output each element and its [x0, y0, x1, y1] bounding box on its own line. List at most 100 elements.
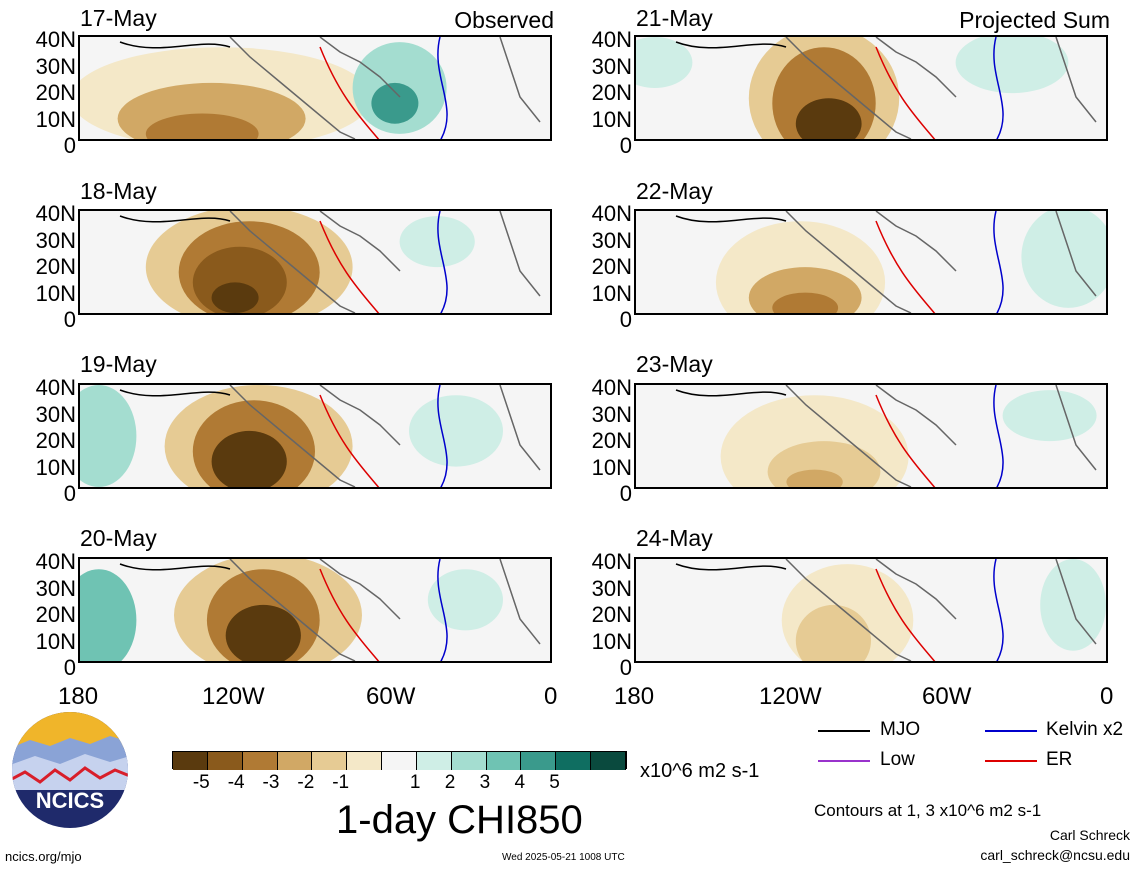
- lat-label: 20N: [35, 428, 76, 453]
- map-panel-22-may: [634, 209, 1108, 315]
- lon-label: 0: [544, 683, 558, 710]
- colorbar-cell: [556, 752, 592, 770]
- contour-line: [437, 385, 448, 487]
- colorbar-cell: [347, 752, 383, 770]
- colorbar-tick: -4: [227, 772, 245, 793]
- colorbar-cell: [242, 752, 278, 770]
- legend-line-kelvin: [985, 730, 1037, 732]
- lat-label: 40N: [35, 201, 76, 226]
- coastline: [229, 37, 541, 139]
- contour-line: [675, 389, 787, 397]
- colorbar-cell: [312, 752, 348, 770]
- coastline: [229, 211, 541, 313]
- colorbar-tick: 4: [514, 772, 526, 793]
- legend-line-er: [985, 760, 1037, 762]
- lat-label: 30N: [591, 53, 632, 79]
- contours-note: Contours at 1, 3 x10^6 m2 s-1: [814, 801, 1042, 820]
- contour-line: [119, 41, 231, 49]
- colorbar-tick: -5: [192, 772, 210, 793]
- contour-line: [993, 37, 1004, 139]
- lat-label: 10N: [591, 628, 632, 654]
- legend-line-low: [818, 760, 870, 762]
- lon-label: 120W: [202, 683, 265, 710]
- contour-line: [119, 563, 231, 571]
- timestamp: Wed 2025-05-21 1008 UTC: [502, 852, 625, 863]
- coastline: [785, 211, 1097, 313]
- lat-label: 20N: [35, 80, 76, 105]
- contour-line: [875, 46, 936, 139]
- lat-label: 40N: [591, 375, 632, 400]
- contour-line: [675, 563, 787, 571]
- website-link[interactable]: ncics.org/mjo: [5, 849, 82, 864]
- anomaly-field: [211, 282, 259, 313]
- colorbar-tick: 5: [549, 772, 560, 793]
- lat-label: 40N: [591, 549, 632, 574]
- lat-label: 10N: [35, 280, 76, 306]
- contour-line: [993, 385, 1004, 487]
- map-field: [636, 385, 1106, 487]
- lat-label: 10N: [591, 106, 632, 132]
- colorbar-units: x10^6 m2 s-1: [640, 760, 760, 782]
- lon-label: 180: [58, 683, 99, 710]
- anomaly-field: [145, 113, 259, 139]
- colorbar-cell: [173, 752, 208, 770]
- colorbar-tick: 1: [409, 772, 421, 793]
- lat-label: 20N: [591, 80, 632, 105]
- anomaly-field: [636, 37, 693, 88]
- colorbar-cell: [591, 752, 626, 770]
- ncics-logo: NCICS: [10, 710, 130, 830]
- contour-line: [993, 559, 1004, 661]
- colorbar-cell: [486, 752, 522, 770]
- contour-line: [119, 389, 231, 397]
- map-field: [80, 559, 550, 661]
- panel-corner-label: Projected Sum: [959, 7, 1110, 33]
- colorbar: [172, 751, 627, 770]
- contour-line: [993, 211, 1004, 313]
- author-email[interactable]: carl_schreck@ncsu.edu: [980, 847, 1130, 863]
- colorbar-cell: [207, 752, 243, 770]
- colorbar-cell: [451, 752, 487, 770]
- colorbar-cell: [277, 752, 313, 770]
- lat-label: 0: [619, 133, 632, 158]
- contour-line: [675, 215, 787, 223]
- anomaly-field: [786, 469, 843, 487]
- anomaly-field: [1040, 559, 1106, 651]
- contour-line: [675, 41, 787, 49]
- anomaly-field: [80, 569, 137, 661]
- colorbar-tick: 2: [444, 772, 456, 793]
- lat-label: 20N: [35, 602, 76, 627]
- map-panel-23-may: [634, 383, 1108, 489]
- lat-label: 40N: [591, 201, 632, 226]
- map-panel-24-may: [634, 557, 1108, 663]
- contour-line: [319, 394, 380, 487]
- anomaly-field: [427, 569, 503, 631]
- map-panel-20-may: [78, 557, 552, 663]
- panel-date: 23-May: [636, 351, 713, 377]
- lat-label: 20N: [591, 428, 632, 453]
- lat-label: 30N: [35, 401, 76, 427]
- panel-date: 17-May: [80, 5, 157, 31]
- anomaly-field: [371, 82, 419, 124]
- lat-label: 30N: [591, 401, 632, 427]
- lat-label: 10N: [591, 280, 632, 306]
- anomaly-field: [955, 37, 1069, 94]
- map-field: [80, 385, 550, 487]
- panel-date: 20-May: [80, 525, 157, 551]
- lat-label: 20N: [591, 254, 632, 279]
- legend-label-mjo: MJO: [880, 719, 921, 740]
- lat-label: 30N: [35, 227, 76, 253]
- legend-line-mjo: [818, 730, 870, 732]
- lat-label: 10N: [35, 628, 76, 654]
- anomaly-field: [225, 604, 301, 661]
- contour-line: [437, 559, 448, 661]
- lat-label: 30N: [35, 575, 76, 601]
- lat-label: 40N: [591, 27, 632, 52]
- lon-label: 0: [1100, 683, 1114, 710]
- contour-line: [319, 568, 380, 661]
- coastline: [785, 385, 1097, 487]
- anomaly-field: [1021, 211, 1106, 308]
- panel-date: 21-May: [636, 5, 713, 31]
- chart-title: 1-day CHI850: [336, 798, 583, 842]
- map-panel-19-may: [78, 383, 552, 489]
- lat-label: 0: [63, 481, 76, 506]
